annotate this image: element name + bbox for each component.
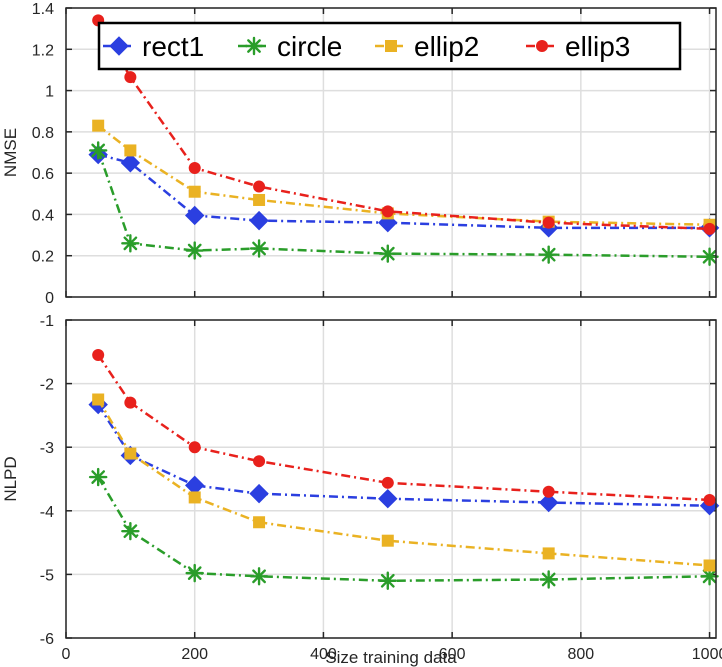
legend-label: circle [277, 31, 342, 62]
legend-entry-rect1: rect1 [103, 31, 204, 62]
data-point-rect1 [538, 492, 559, 513]
data-point-ellip3 [188, 441, 201, 454]
data-point-circle [700, 247, 719, 266]
y-axis-label: NMSE [1, 128, 20, 177]
y-tick-label: -6 [40, 631, 54, 648]
data-point-circle [249, 239, 269, 258]
series-ellip3 [92, 14, 716, 235]
y-tick-label: 0.4 [32, 207, 54, 224]
data-point-ellip3 [703, 222, 716, 235]
data-point-rect1 [378, 489, 398, 509]
data-point-ellip2 [381, 534, 394, 547]
data-point-circle [88, 141, 108, 160]
x-axis-label: Size training data [325, 648, 457, 667]
data-point-ellip2 [703, 559, 716, 572]
data-point-ellip2 [253, 193, 266, 206]
series-circle [88, 141, 719, 266]
data-point-circle [88, 467, 108, 487]
data-point-ellip3 [381, 476, 394, 489]
data-point-ellip3 [188, 161, 201, 174]
data-point-circle [185, 563, 204, 583]
x-tick-label: 1000 [692, 646, 722, 663]
data-point-ellip2 [124, 144, 137, 157]
data-point-circle [539, 245, 558, 264]
x-tick-label: 200 [181, 646, 208, 663]
data-point-ellip2 [253, 516, 266, 529]
x-tick-label: 0 [62, 646, 71, 663]
data-point-ellip3 [253, 180, 266, 193]
legend-marker [385, 40, 397, 52]
ticks: 0 200 400 600 800 1000 -6 -5 -4 -3 -2 -1 [40, 313, 722, 663]
legend-label: ellip3 [565, 31, 630, 62]
data-point-rect1 [249, 483, 269, 504]
y-tick-label: 1.4 [32, 1, 54, 18]
chart-panel-2: 0 200 400 600 800 1000 -6 -5 -4 -3 -2 -1 NLPD Size tr… [1, 313, 722, 667]
data-point-circle [185, 241, 204, 260]
data-point-circle [378, 244, 397, 263]
data-point-rect1 [185, 205, 205, 226]
data-point-ellip3 [703, 493, 716, 506]
x-tick-label: 400 [310, 646, 337, 663]
y-tick-label: -2 [40, 377, 54, 394]
y-tick-label: -4 [40, 504, 54, 521]
legend-entry-ellip2: ellip2 [375, 31, 479, 62]
ticks: 0 0.2 0.4 0.6 0.8 1 1.2 1.4 [32, 1, 716, 307]
data-point-ellip3 [542, 216, 555, 229]
y-tick-label: 0.2 [32, 249, 54, 266]
data-point-ellip2 [542, 547, 555, 560]
y-tick-label: 1 [45, 84, 54, 101]
y-tick-label: 0.8 [32, 125, 54, 142]
legend-entry-ellip3: ellip3 [526, 31, 630, 62]
legend-label: rect1 [142, 31, 204, 62]
data-point-ellip3 [253, 455, 266, 468]
y-tick-label: 0 [45, 290, 54, 307]
data-point-circle [378, 571, 397, 590]
data-point-ellip3 [124, 71, 137, 84]
data-point-circle [539, 570, 558, 589]
data-point-ellip2 [124, 447, 137, 460]
legend-marker [244, 36, 264, 56]
legend: rect1 circle ellip2 ellip3 [97, 21, 682, 71]
y-tick-label: -1 [40, 313, 54, 330]
chart-panel-1: 0 0.2 0.4 0.6 0.8 1 1.2 1.4 NMSE rect1 circle ellip… [1, 1, 720, 307]
x-tick-label: 800 [567, 646, 594, 663]
x-tick-label: 600 [439, 646, 466, 663]
data-point-circle [121, 521, 140, 541]
data-point-ellip2 [92, 393, 105, 406]
data-point-ellip2 [188, 185, 201, 198]
data-point-ellip2 [92, 119, 105, 132]
data-point-ellip3 [124, 396, 137, 409]
legend-marker [536, 40, 548, 52]
data-point-ellip3 [92, 348, 105, 361]
legend-entry-circle: circle [238, 31, 342, 62]
data-point-circle [121, 234, 140, 253]
data-point-circle [249, 567, 269, 586]
data-point-ellip2 [188, 491, 201, 504]
series-ellip2 [92, 393, 716, 572]
data-point-ellip3 [381, 205, 394, 218]
data-point-rect1 [249, 210, 269, 231]
y-tick-label: 0.6 [32, 166, 54, 183]
axes-box [65, 7, 717, 298]
y-tick-label: 1.2 [32, 42, 54, 59]
y-tick-label: -5 [40, 567, 54, 584]
axes-box [65, 319, 717, 639]
legend-label: ellip2 [414, 31, 479, 62]
y-axis-label: NLPD [1, 456, 20, 501]
data-point-ellip3 [542, 485, 555, 498]
data-point-rect1 [120, 153, 141, 173]
y-tick-label: -3 [40, 440, 54, 457]
legend-marker [109, 36, 129, 56]
series-ellip3 [92, 348, 716, 506]
